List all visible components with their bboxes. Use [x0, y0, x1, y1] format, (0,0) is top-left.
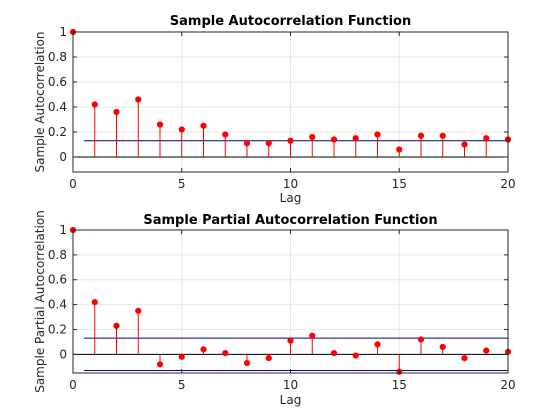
y-tick-label: 0.2: [48, 322, 67, 336]
stem-marker: [483, 135, 490, 142]
x-tick-label: 5: [178, 177, 186, 191]
y-tick-label: 0.8: [48, 248, 67, 262]
y-tick-label: 0.4: [48, 100, 67, 114]
x-tick-label: 10: [283, 177, 298, 191]
stem-marker: [461, 354, 468, 362]
stem-marker: [439, 132, 446, 139]
stem-marker: [352, 352, 359, 359]
y-tick-label: 1: [59, 25, 67, 39]
chart-title: Sample Partial Autocorrelation Function: [143, 213, 437, 228]
x-axis-label: Lag: [280, 393, 302, 407]
y-tick-label: 0.4: [48, 298, 67, 312]
stem-marker: [287, 337, 294, 344]
stem-marker: [265, 354, 272, 362]
stem-marker: [352, 135, 359, 142]
y-tick-label: 0.8: [48, 50, 67, 64]
stem-marker: [156, 361, 164, 368]
y-tick-label: 0.6: [48, 75, 67, 89]
stem-marker: [374, 341, 381, 348]
y-tick-label: 0.2: [48, 125, 67, 139]
stem-marker: [243, 140, 251, 147]
chart-title: Sample Autocorrelation Function: [170, 14, 411, 29]
y-tick-label: 0: [59, 347, 67, 361]
stem-marker: [178, 126, 185, 133]
stem-marker: [200, 122, 207, 129]
y-tick-label: 1: [59, 223, 67, 237]
stem-marker: [243, 359, 251, 367]
x-tick-label: 5: [178, 378, 186, 392]
stem-marker: [91, 299, 98, 306]
x-axis-label: Lag: [280, 191, 302, 205]
stem-marker: [439, 343, 446, 350]
y-tick-label: 0: [59, 150, 67, 164]
x-tick-label: 10: [283, 378, 298, 392]
x-tick-label: 15: [392, 177, 407, 191]
x-tick-label: 0: [69, 378, 77, 392]
stem-marker: [135, 96, 142, 103]
stem-marker: [91, 101, 98, 108]
acf-panel: 0 5 10 15 20 0 0.2 0.4 0.6 0.8 1 Sample Autocorrela…: [33, 14, 516, 191]
stem-marker: [417, 132, 425, 139]
stem-marker: [222, 350, 229, 357]
stem-marker: [417, 336, 425, 343]
stem-marker: [309, 133, 316, 141]
stem-marker: [309, 332, 316, 339]
stem-marker: [156, 121, 164, 128]
stem-marker: [178, 353, 185, 360]
y-axis-label: Sample Partial Autocorrelation: [33, 210, 47, 393]
stem-marker: [396, 146, 403, 153]
x-tick-label: 15: [392, 378, 407, 392]
x-tick-label: 20: [500, 378, 515, 392]
stem-marker: [483, 347, 490, 354]
stem-marker: [135, 307, 142, 314]
stem-marker: [374, 131, 381, 138]
x-tick-label: 20: [500, 177, 515, 191]
pacf-panel: 0 5 10 15 20 0 0.2 0.4 0.6 0.8 1 Sample Partial Aut…: [33, 210, 516, 393]
stem-marker: [330, 350, 338, 357]
stem-marker: [113, 108, 120, 116]
stem-marker: [113, 322, 120, 329]
stem-marker: [330, 136, 338, 143]
x-tick-label: 0: [69, 177, 77, 191]
stem-marker: [200, 346, 207, 353]
stem-marker: [287, 137, 294, 144]
y-axis-label: Sample Autocorrelation: [33, 31, 47, 172]
stem-marker: [265, 140, 272, 147]
stem-marker: [461, 141, 468, 148]
stem-marker: [222, 131, 229, 138]
y-tick-label: 0.6: [48, 273, 67, 287]
